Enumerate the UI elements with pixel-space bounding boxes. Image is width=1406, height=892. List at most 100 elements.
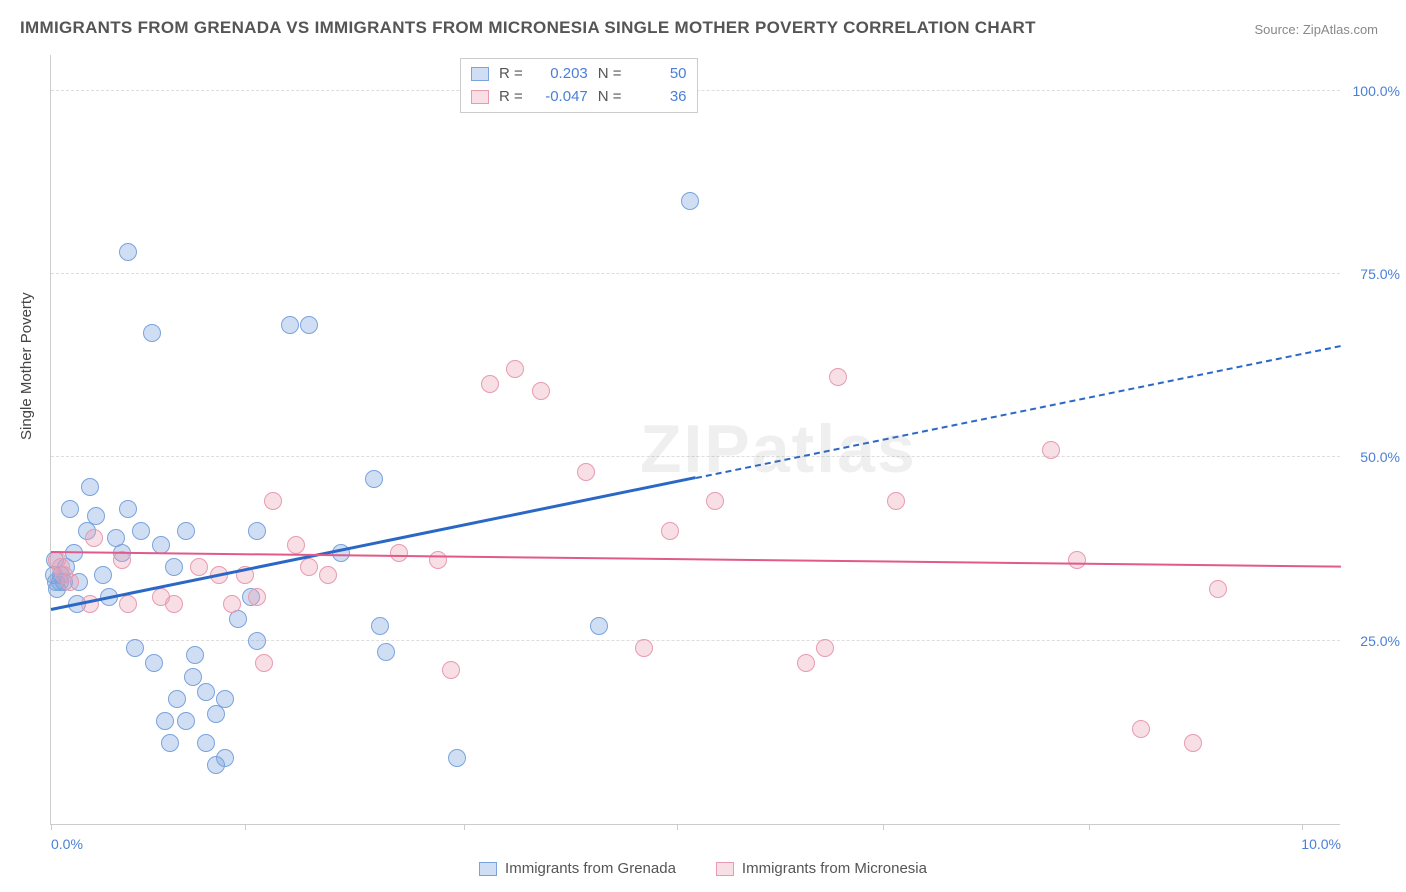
legend-row-grenada: R = 0.203 N = 50 xyxy=(471,63,687,86)
x-tick-label: 10.0% xyxy=(1301,836,1341,852)
data-point xyxy=(197,683,215,701)
r-value-micronesia: -0.047 xyxy=(533,86,588,109)
x-tick-mark xyxy=(883,824,884,830)
data-point xyxy=(1068,551,1086,569)
data-point xyxy=(165,595,183,613)
data-point xyxy=(681,192,699,210)
r-label: R = xyxy=(499,63,523,86)
data-point xyxy=(248,588,266,606)
data-point xyxy=(829,368,847,386)
n-label: N = xyxy=(598,86,622,109)
y-tick-label: 100.0% xyxy=(1345,83,1400,99)
data-point xyxy=(390,544,408,562)
data-point xyxy=(248,522,266,540)
data-point xyxy=(264,492,282,510)
y-tick-label: 50.0% xyxy=(1345,449,1400,465)
data-point xyxy=(577,463,595,481)
data-point xyxy=(661,522,679,540)
data-point xyxy=(816,639,834,657)
gridline xyxy=(51,273,1340,274)
x-tick-mark xyxy=(464,824,465,830)
data-point xyxy=(165,558,183,576)
legend-item-micronesia: Immigrants from Micronesia xyxy=(716,860,927,877)
x-tick-mark xyxy=(51,824,52,830)
data-point xyxy=(281,316,299,334)
legend-item-grenada: Immigrants from Grenada xyxy=(479,860,676,877)
r-label: R = xyxy=(499,86,523,109)
data-point xyxy=(216,690,234,708)
watermark-text: ZIPatlas xyxy=(640,410,917,488)
source-label: Source: ZipAtlas.com xyxy=(1254,22,1378,37)
chart-title: IMMIGRANTS FROM GRENADA VS IMMIGRANTS FR… xyxy=(20,18,1036,38)
data-point xyxy=(177,522,195,540)
data-point xyxy=(300,558,318,576)
data-point xyxy=(300,316,318,334)
data-point xyxy=(81,478,99,496)
data-point xyxy=(61,500,79,518)
data-point xyxy=(887,492,905,510)
data-point xyxy=(87,507,105,525)
data-point xyxy=(506,360,524,378)
swatch-micronesia xyxy=(716,862,734,876)
data-point xyxy=(143,324,161,342)
n-label: N = xyxy=(598,63,622,86)
data-point xyxy=(197,734,215,752)
trend-line xyxy=(51,476,697,611)
x-tick-mark xyxy=(677,824,678,830)
swatch-grenada xyxy=(479,862,497,876)
data-point xyxy=(481,375,499,393)
data-point xyxy=(532,382,550,400)
x-tick-mark xyxy=(1089,824,1090,830)
data-point xyxy=(186,646,204,664)
data-point xyxy=(287,536,305,554)
r-value-grenada: 0.203 xyxy=(533,63,588,86)
data-point xyxy=(132,522,150,540)
data-point xyxy=(119,243,137,261)
x-tick-mark xyxy=(245,824,246,830)
data-point xyxy=(255,654,273,672)
x-tick-label: 0.0% xyxy=(51,836,83,852)
data-point xyxy=(248,632,266,650)
swatch-grenada xyxy=(471,67,489,81)
series-label-grenada: Immigrants from Grenada xyxy=(505,860,676,877)
data-point xyxy=(190,558,208,576)
data-point xyxy=(1209,580,1227,598)
data-point xyxy=(177,712,195,730)
gridline xyxy=(51,640,1340,641)
data-point xyxy=(119,595,137,613)
data-point xyxy=(377,643,395,661)
data-point xyxy=(442,661,460,679)
data-point xyxy=(156,712,174,730)
data-point xyxy=(223,595,241,613)
data-point xyxy=(635,639,653,657)
data-point xyxy=(161,734,179,752)
n-value-micronesia: 36 xyxy=(632,86,687,109)
data-point xyxy=(706,492,724,510)
data-point xyxy=(184,668,202,686)
data-point xyxy=(168,690,186,708)
y-tick-label: 25.0% xyxy=(1345,633,1400,649)
data-point xyxy=(448,749,466,767)
data-point xyxy=(1132,720,1150,738)
series-legend: Immigrants from Grenada Immigrants from … xyxy=(0,860,1406,877)
data-point xyxy=(319,566,337,584)
data-point xyxy=(590,617,608,635)
data-point xyxy=(797,654,815,672)
y-tick-label: 75.0% xyxy=(1345,266,1400,282)
data-point xyxy=(61,573,79,591)
legend-row-micronesia: R = -0.047 N = 36 xyxy=(471,86,687,109)
data-point xyxy=(371,617,389,635)
correlation-legend: R = 0.203 N = 50 R = -0.047 N = 36 xyxy=(460,58,698,113)
swatch-micronesia xyxy=(471,90,489,104)
data-point xyxy=(216,749,234,767)
data-point xyxy=(94,566,112,584)
y-axis-label: Single Mother Poverty xyxy=(18,292,35,440)
data-point xyxy=(119,500,137,518)
x-tick-mark xyxy=(1302,824,1303,830)
data-point xyxy=(126,639,144,657)
data-point xyxy=(85,529,103,547)
data-point xyxy=(1042,441,1060,459)
data-point xyxy=(1184,734,1202,752)
series-label-micronesia: Immigrants from Micronesia xyxy=(742,860,927,877)
data-point xyxy=(365,470,383,488)
